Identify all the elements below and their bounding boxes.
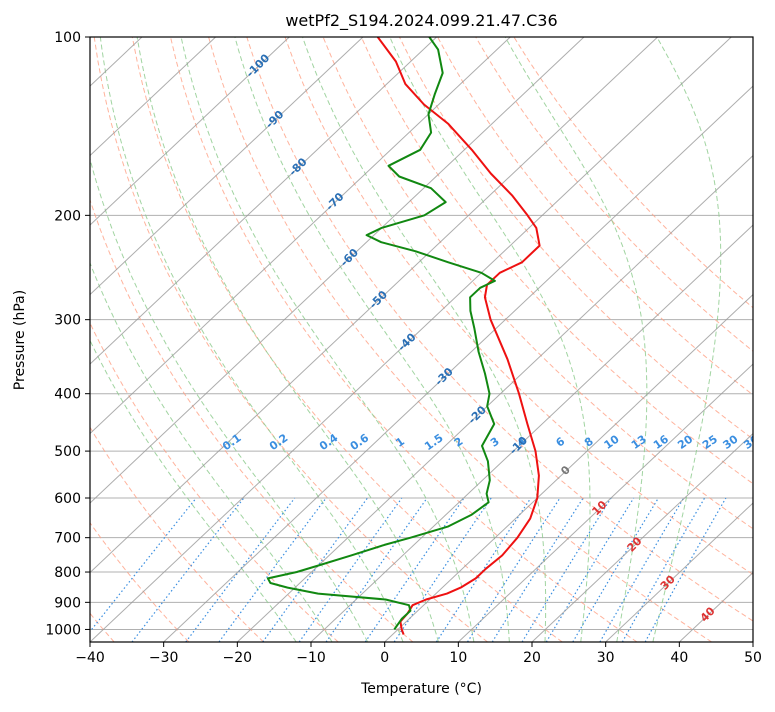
mixing-ratio-line	[218, 497, 327, 642]
dry-adiabat-line	[90, 198, 414, 642]
mixing-ratio-line	[491, 497, 584, 642]
dewpoint-profile-line	[266, 37, 496, 630]
mixing-ratio-label: 36	[741, 432, 761, 452]
y-tick-label: 600	[54, 491, 81, 507]
y-tick-label: 700	[54, 531, 81, 547]
mixing-ratio-line	[393, 497, 492, 642]
dry-adiabat-line	[437, 37, 753, 396]
moist-adiabat-line	[180, 37, 475, 642]
moist-adiabat-line	[389, 37, 591, 642]
moist-adiabat-line	[90, 339, 297, 642]
skewed-isotherm-line	[90, 37, 585, 504]
skewed-isotherm-line	[90, 37, 364, 296]
moist-adiabat-line	[234, 37, 510, 642]
x-tick-label: −20	[223, 650, 253, 666]
skewed-isotherm-line	[90, 37, 511, 435]
temperature-profile-line	[376, 37, 541, 635]
dry-adiabat-line	[360, 37, 753, 485]
skewed-isotherm-line	[163, 85, 753, 642]
dry-adiabat-line	[93, 37, 488, 642]
skewed-isotherm-line	[236, 154, 753, 642]
profile-series	[266, 37, 541, 635]
skewed-isotherm-line	[90, 37, 290, 226]
dry-adiabat-line	[90, 521, 190, 642]
skewed-isotherm-line	[531, 432, 753, 642]
dry-adiabat-line	[284, 37, 753, 576]
mixing-ratio-line	[521, 497, 612, 642]
x-tick-label: 30	[597, 650, 615, 666]
dry-adiabat-line	[90, 426, 264, 642]
y-tick-label: 800	[54, 565, 81, 581]
skewed-isotherm-line	[457, 363, 753, 642]
mixing-ratio-line	[90, 497, 197, 633]
y-tick-label: 100	[54, 30, 81, 46]
skewed-isotherm-line	[605, 502, 753, 642]
y-tick-label: 400	[54, 387, 81, 403]
y-tick-label: 300	[54, 313, 81, 329]
x-tick-label: −40	[75, 650, 105, 666]
moist-adiabat-line	[90, 261, 333, 642]
mixing-ratio-line	[131, 497, 245, 642]
chart-title: wetPf2_S194.2024.099.21.47.C36	[285, 11, 557, 31]
skewed-isotherm-line	[90, 37, 732, 642]
y-tick-label: 200	[54, 208, 81, 224]
mixing-ratio-line	[262, 497, 368, 642]
x-tick-label: 0	[380, 650, 389, 666]
x-tick-label: 20	[523, 650, 541, 666]
x-tick-label: 10	[449, 650, 467, 666]
moist-adiabat-line	[99, 37, 404, 642]
moist-adiabat-line	[90, 157, 369, 642]
skewed-isotherm-line	[310, 224, 753, 642]
x-axis-label: Temperature (°C)	[360, 681, 482, 697]
mixing-ratio-line	[298, 497, 403, 642]
axes: −40 −30 −20 −10 0 10 20 30 40 50 1000 900 800 700 600 5…	[45, 30, 762, 666]
dry-adiabat-line	[246, 37, 753, 622]
x-tick-label: 50	[744, 650, 762, 666]
y-tick-label: 900	[54, 595, 81, 611]
x-tick-label: 40	[670, 650, 688, 666]
plot-frame	[89, 36, 754, 643]
mixing-ratio-line	[545, 497, 635, 642]
skewed-isotherm-line	[90, 37, 216, 157]
y-tick-label: 500	[54, 444, 81, 460]
moist-adiabat-line	[652, 37, 722, 642]
mixing-ratio-line	[572, 497, 659, 642]
dry-adiabat-line	[131, 37, 563, 642]
y-axis-label: Pressure (hPa)	[12, 290, 28, 390]
skewed-isotherms	[90, 37, 753, 642]
dry-adiabat-line	[513, 37, 753, 309]
dry-adiabat-line	[170, 37, 638, 642]
mixing-ratio-lines	[90, 497, 727, 642]
y-tick-label: 1000	[45, 622, 81, 638]
skewed-isotherm-line	[90, 37, 658, 574]
x-tick-label: −30	[149, 650, 179, 666]
x-tick-label: −10	[296, 650, 326, 666]
skewed-isotherm-line	[90, 37, 437, 365]
moist-adiabat-line	[302, 37, 547, 642]
skewed-isotherm-line	[384, 293, 753, 642]
